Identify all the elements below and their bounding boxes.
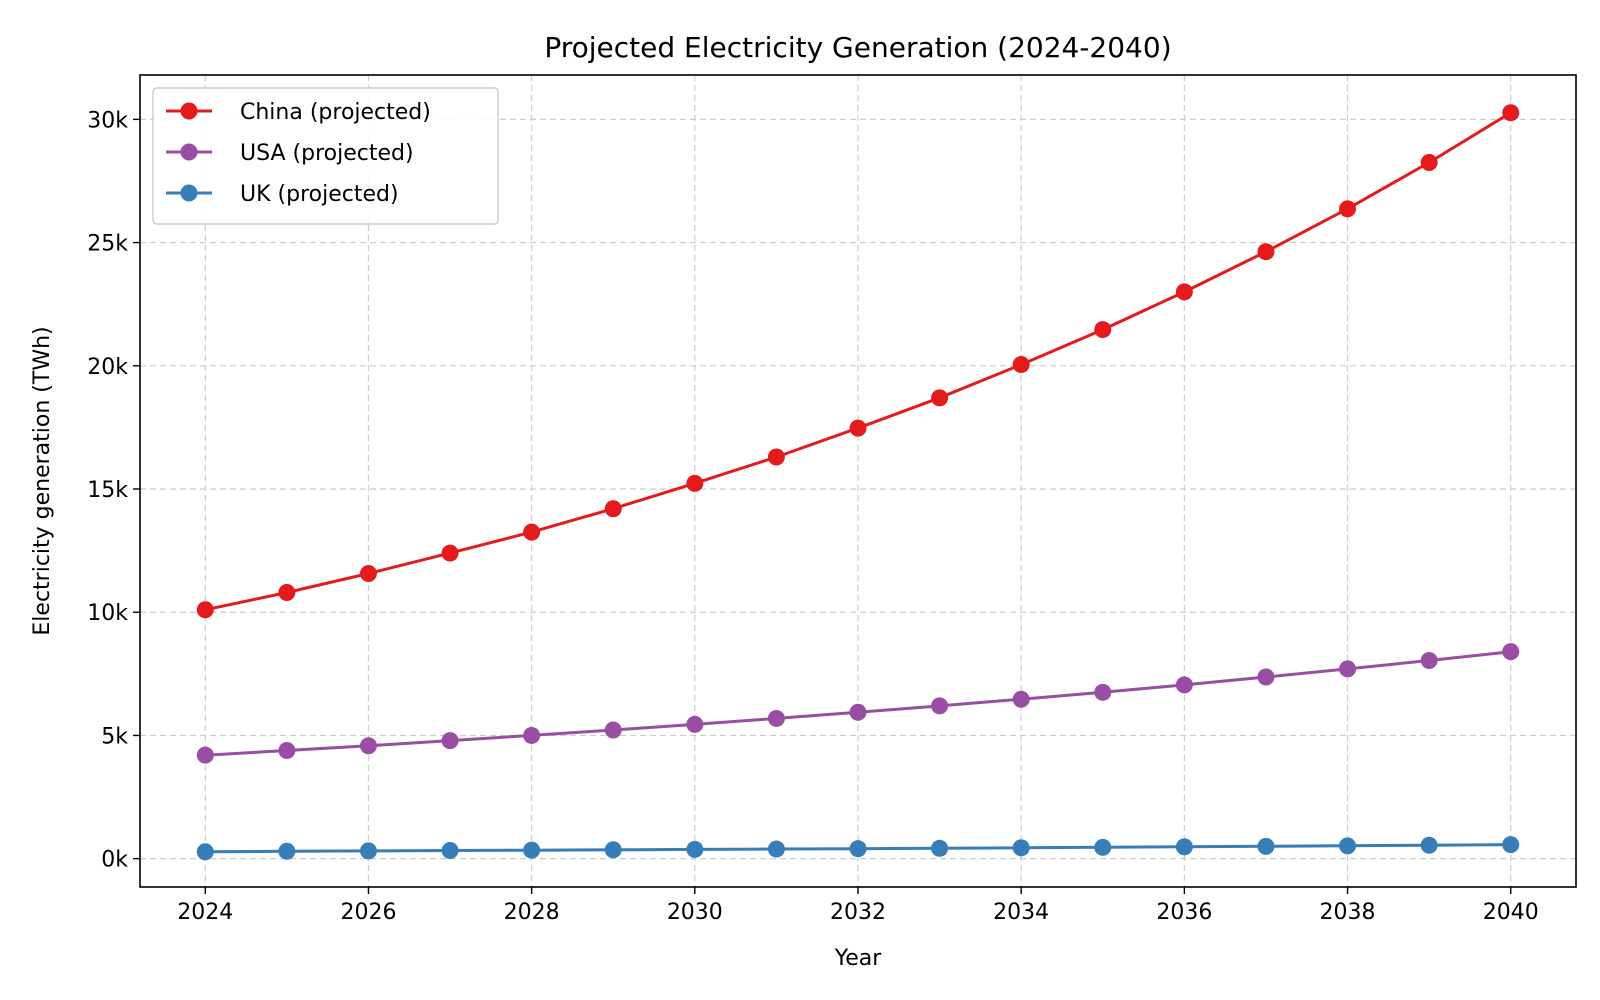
data-point-china <box>359 565 377 583</box>
data-point-uk <box>849 840 867 858</box>
data-point-uk <box>1175 838 1193 856</box>
data-point-china <box>931 389 949 407</box>
legend-entry-usa: USA (projected) <box>166 141 414 166</box>
data-point-china <box>1094 321 1112 339</box>
data-point-uk <box>1339 837 1357 855</box>
data-point-usa <box>278 741 296 759</box>
data-point-china <box>1012 356 1030 374</box>
x-tick-label: 2026 <box>340 900 396 925</box>
data-point-china <box>523 523 541 541</box>
x-tick-label: 2024 <box>177 900 233 925</box>
x-tick-label: 2040 <box>1483 900 1539 925</box>
data-point-usa <box>931 697 949 715</box>
data-point-uk <box>523 841 541 859</box>
legend-label: USA (projected) <box>240 141 414 166</box>
legend-label: UK (projected) <box>240 182 399 207</box>
data-point-usa <box>1339 660 1357 678</box>
data-point-uk <box>278 842 296 860</box>
data-point-usa <box>359 737 377 755</box>
data-point-uk <box>1094 838 1112 856</box>
data-point-usa <box>686 715 704 733</box>
data-point-usa <box>604 721 622 739</box>
series-uk <box>196 836 1520 861</box>
y-tick-label: 20k <box>87 355 128 380</box>
data-point-uk <box>1257 837 1275 855</box>
data-point-usa <box>1257 668 1275 686</box>
data-point-china <box>278 584 296 602</box>
data-point-uk <box>359 842 377 860</box>
data-point-uk <box>1502 836 1520 854</box>
x-tick-label: 2034 <box>993 900 1049 925</box>
data-point-uk <box>1420 836 1438 854</box>
y-tick-label: 0k <box>101 848 128 873</box>
data-point-usa <box>1175 676 1193 694</box>
data-point-uk <box>1012 839 1030 857</box>
chart-title: Projected Electricity Generation (2024-2… <box>544 31 1171 64</box>
y-tick-label: 30k <box>87 108 128 133</box>
x-axis-title: Year <box>834 946 883 971</box>
axis-ticks: 2024 2026 2028 2030 2032 2034 2036 2038 2040 0k 5k… <box>87 108 1538 925</box>
data-point-uk <box>196 843 214 861</box>
legend-marker <box>180 143 198 161</box>
x-tick-label: 2030 <box>667 900 723 925</box>
data-point-usa <box>1502 643 1520 661</box>
data-point-usa <box>196 746 214 764</box>
data-point-china <box>1420 153 1438 171</box>
data-point-china <box>686 474 704 492</box>
data-point-usa <box>441 732 459 750</box>
data-point-usa <box>523 726 541 744</box>
data-point-usa <box>767 709 785 727</box>
data-point-usa <box>849 703 867 721</box>
y-tick-label: 10k <box>87 601 128 626</box>
legend-marker <box>180 102 198 120</box>
data-point-uk <box>931 839 949 857</box>
data-point-china <box>1257 243 1275 261</box>
legend-label: China (projected) <box>240 100 431 125</box>
data-point-uk <box>767 840 785 858</box>
data-point-china <box>767 448 785 466</box>
data-point-usa <box>1012 690 1030 708</box>
data-point-china <box>1175 283 1193 301</box>
x-tick-label: 2028 <box>504 900 560 925</box>
legend-entry-uk: UK (projected) <box>166 182 399 207</box>
data-point-china <box>604 500 622 518</box>
data-point-uk <box>686 840 704 858</box>
data-point-uk <box>604 841 622 859</box>
data-point-uk <box>441 842 459 860</box>
y-tick-label: 5k <box>101 724 128 749</box>
x-tick-label: 2038 <box>1320 900 1376 925</box>
legend-box <box>152 87 499 225</box>
x-tick-label: 2032 <box>830 900 886 925</box>
y-axis-title: Electricity generation (TWh) <box>30 326 55 635</box>
legend-marker <box>180 184 198 202</box>
legend: China (projected) USA (projected) UK (proj… <box>152 87 499 225</box>
data-point-usa <box>1420 652 1438 670</box>
series-china <box>196 104 1520 619</box>
data-point-china <box>1339 200 1357 218</box>
y-tick-label: 25k <box>87 232 128 257</box>
series-usa <box>196 643 1520 764</box>
x-tick-label: 2036 <box>1156 900 1212 925</box>
y-tick-label: 15k <box>87 478 128 503</box>
data-point-china <box>441 544 459 562</box>
data-point-china <box>849 419 867 437</box>
data-point-china <box>196 601 214 619</box>
data-point-china <box>1502 104 1520 122</box>
series-layer <box>196 104 1520 861</box>
data-point-usa <box>1094 683 1112 701</box>
legend-entry-china: China (projected) <box>166 100 431 125</box>
